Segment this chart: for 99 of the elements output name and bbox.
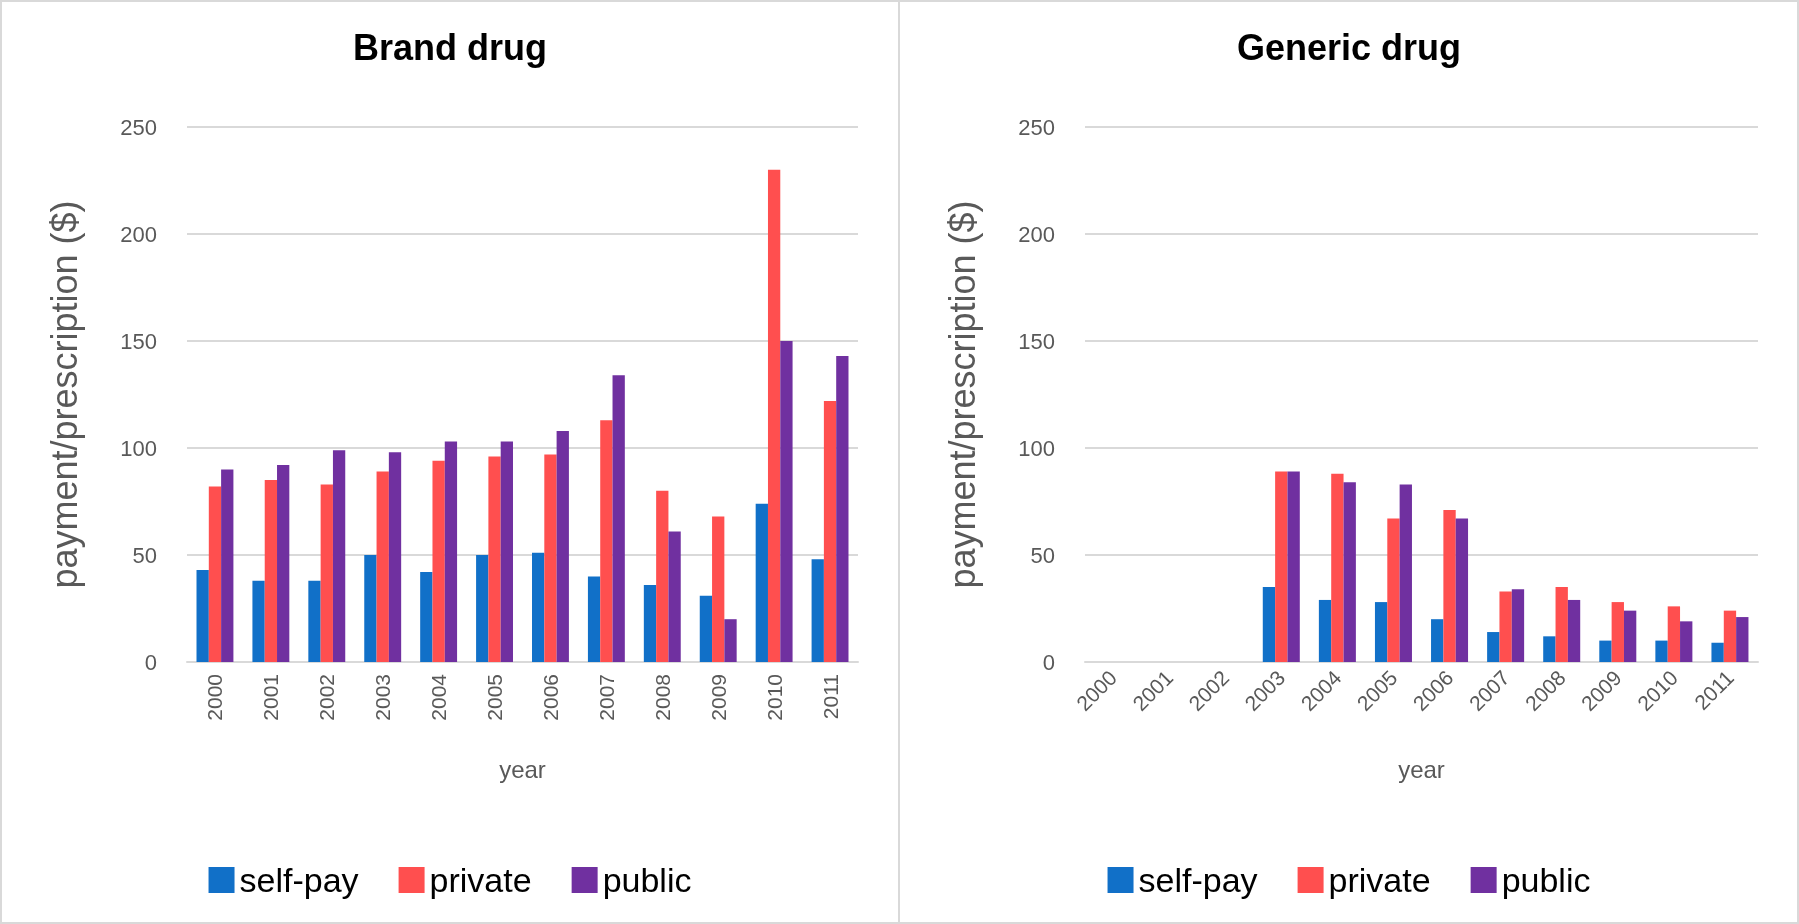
bar xyxy=(836,355,849,662)
bar xyxy=(587,576,601,662)
x-tick-label: 2008 xyxy=(650,674,674,721)
bar xyxy=(1567,599,1580,662)
x-tick-label: 2000 xyxy=(203,674,227,721)
bar xyxy=(252,580,265,662)
chart-title: Brand drug xyxy=(353,26,547,68)
bar xyxy=(1654,640,1668,662)
x-tick-label: 2010 xyxy=(762,674,786,721)
bar xyxy=(1399,484,1412,662)
x-axis-title: year xyxy=(1397,755,1445,783)
legend-label: public xyxy=(1501,861,1590,899)
x-tick-label: 2001 xyxy=(259,674,283,721)
y-tick-label: 250 xyxy=(1017,114,1055,140)
bar xyxy=(1511,589,1524,662)
bar xyxy=(1442,510,1456,662)
y-tick-label: 200 xyxy=(120,221,157,247)
bar xyxy=(1623,610,1636,662)
bar xyxy=(308,580,321,662)
bar xyxy=(364,555,377,662)
bar xyxy=(1735,617,1748,662)
bar xyxy=(1318,599,1331,662)
y-tick-label: 0 xyxy=(1042,649,1055,675)
y-tick-label: 50 xyxy=(132,542,157,568)
x-tick-label: 2002 xyxy=(315,674,339,721)
bar xyxy=(1274,471,1287,662)
bar xyxy=(221,469,234,662)
bar xyxy=(332,450,346,662)
y-tick-label: 50 xyxy=(1030,542,1055,568)
bar xyxy=(712,516,725,662)
y-axis-title: payment/prescription ($) xyxy=(941,200,982,589)
bar xyxy=(668,531,681,662)
bar xyxy=(823,400,837,662)
bar xyxy=(1486,632,1499,662)
y-tick-label: 0 xyxy=(144,649,157,675)
bar xyxy=(1679,621,1692,662)
bar xyxy=(320,484,333,662)
legend-label: private xyxy=(1328,861,1431,899)
bar xyxy=(755,503,768,662)
bar xyxy=(780,341,793,662)
bar xyxy=(444,441,458,662)
bar xyxy=(208,486,222,662)
bar xyxy=(556,430,569,662)
y-axis-title: payment/prescription ($) xyxy=(43,200,85,589)
y-tick-label: 250 xyxy=(120,114,157,140)
x-tick-label: 2007 xyxy=(594,674,618,721)
bar xyxy=(1498,591,1512,662)
bar xyxy=(196,569,209,662)
bar xyxy=(724,619,737,662)
x-tick-label: 2005 xyxy=(483,674,507,721)
y-tick-label: 150 xyxy=(120,328,157,354)
x-tick-label: 2009 xyxy=(706,674,730,721)
bar xyxy=(544,454,557,662)
y-tick-label: 100 xyxy=(120,435,157,461)
bar xyxy=(1430,619,1443,662)
bar xyxy=(1455,518,1468,662)
bar xyxy=(643,584,657,662)
bar xyxy=(1555,587,1568,662)
bar xyxy=(277,465,290,662)
y-tick-label: 150 xyxy=(1017,328,1055,354)
bar xyxy=(1710,642,1724,662)
bar xyxy=(1374,602,1387,662)
x-tick-label: 2006 xyxy=(538,674,562,721)
bar xyxy=(1386,518,1400,662)
bar xyxy=(420,572,433,662)
legend-label: self-pay xyxy=(239,861,359,899)
bar xyxy=(600,420,613,662)
bar xyxy=(500,441,513,662)
bar xyxy=(1343,482,1356,662)
y-tick-label: 100 xyxy=(1017,435,1055,461)
x-tick-label: 2003 xyxy=(371,674,395,721)
bar xyxy=(612,375,625,662)
x-axis-title: year xyxy=(499,755,546,783)
bar xyxy=(1667,606,1680,662)
bar xyxy=(432,460,445,662)
legend-label: self-pay xyxy=(1138,861,1258,899)
bar xyxy=(488,456,501,662)
y-tick-label: 200 xyxy=(1017,221,1055,247)
bar xyxy=(1286,471,1300,662)
legend-label: public xyxy=(602,861,692,899)
bar xyxy=(811,559,824,662)
bar xyxy=(699,595,713,662)
bar xyxy=(1542,636,1556,662)
bar xyxy=(388,452,402,662)
x-tick-label: 2011 xyxy=(818,674,842,720)
bar xyxy=(767,169,781,662)
bar xyxy=(1723,610,1736,662)
x-tick-label: 2004 xyxy=(427,673,451,721)
bar xyxy=(264,480,278,662)
bar xyxy=(1330,473,1344,662)
bar xyxy=(1262,587,1275,662)
bar xyxy=(1611,602,1624,662)
bar xyxy=(1598,640,1612,662)
legend-label: private xyxy=(429,861,532,899)
bar xyxy=(476,555,489,662)
bar xyxy=(532,552,545,662)
bar xyxy=(376,471,389,662)
chart-title: Generic drug xyxy=(1236,26,1461,68)
bar xyxy=(656,490,669,662)
